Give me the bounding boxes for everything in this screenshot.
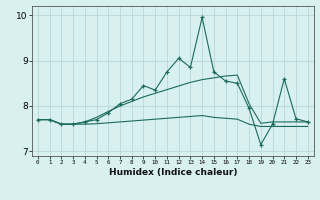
X-axis label: Humidex (Indice chaleur): Humidex (Indice chaleur) (108, 168, 237, 177)
